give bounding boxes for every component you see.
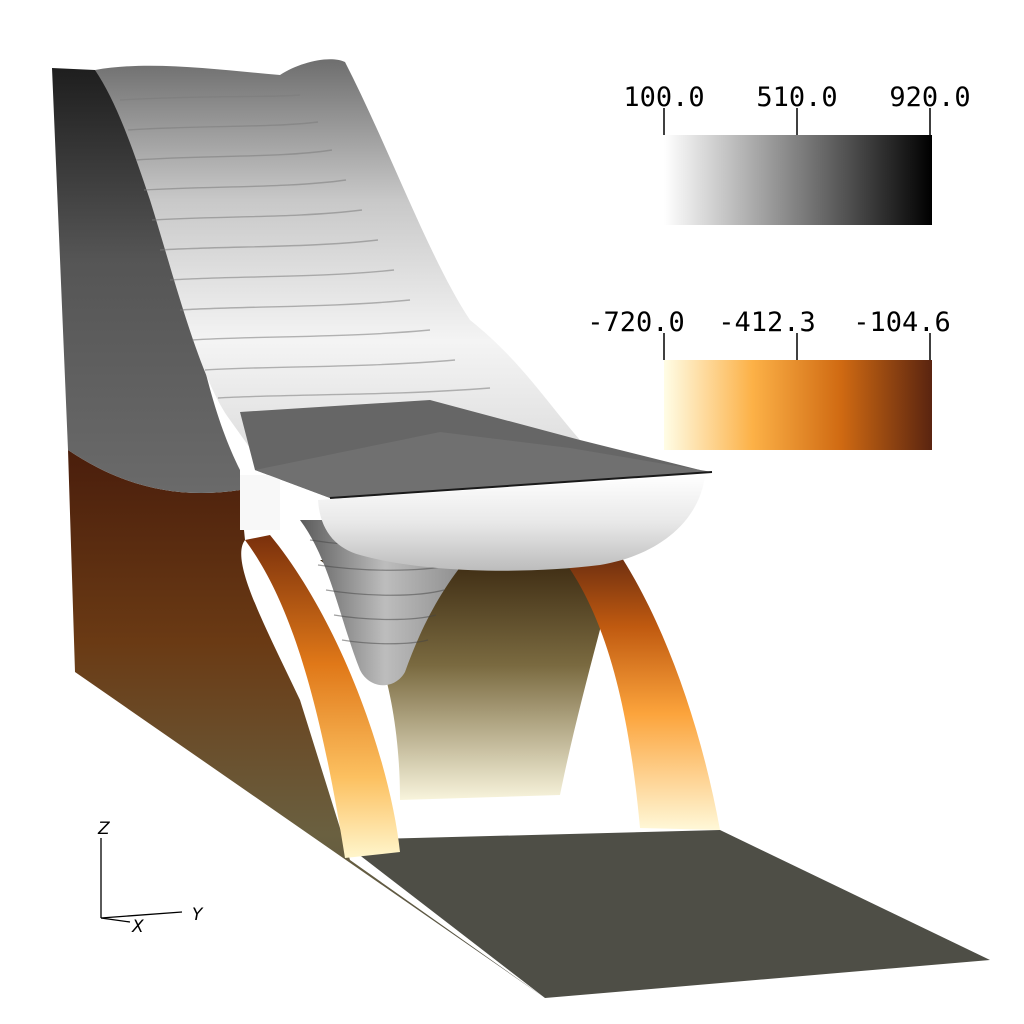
x-axis-label: X (131, 917, 144, 937)
deck-edge (329, 471, 713, 499)
left-arch (245, 535, 400, 858)
fluted-upper-surface (95, 59, 580, 462)
tick-label: 510.0 (756, 82, 837, 113)
z-axis-label: Z (97, 819, 110, 839)
axis-triad: Z X Y (97, 819, 204, 937)
white-block (240, 475, 280, 530)
colorbar-grayscale: 100.0 510.0 920.0 (623, 82, 971, 225)
x-axis-line (100, 917, 131, 923)
y-axis-label: Y (192, 905, 204, 925)
colorbar-heat: -720.0 -412.3 -104.6 (587, 307, 951, 450)
colorbar-heat-ramp (664, 360, 932, 450)
flute-ridges (119, 94, 491, 399)
deck-top (255, 432, 712, 498)
tick-label: -720.0 (587, 307, 685, 338)
right-arch (560, 540, 720, 830)
tick-label: -104.6 (853, 307, 951, 338)
tick-label: 100.0 (623, 82, 704, 113)
heat-side-wall (68, 450, 545, 998)
tick-label: -412.3 (718, 307, 816, 338)
y-axis-line (100, 911, 183, 919)
ground-plane (340, 830, 990, 998)
gray-side-wall (52, 68, 240, 494)
colorbar-grayscale-ramp (664, 135, 932, 225)
white-bulb (318, 475, 705, 571)
tick-label: 920.0 (889, 82, 970, 113)
